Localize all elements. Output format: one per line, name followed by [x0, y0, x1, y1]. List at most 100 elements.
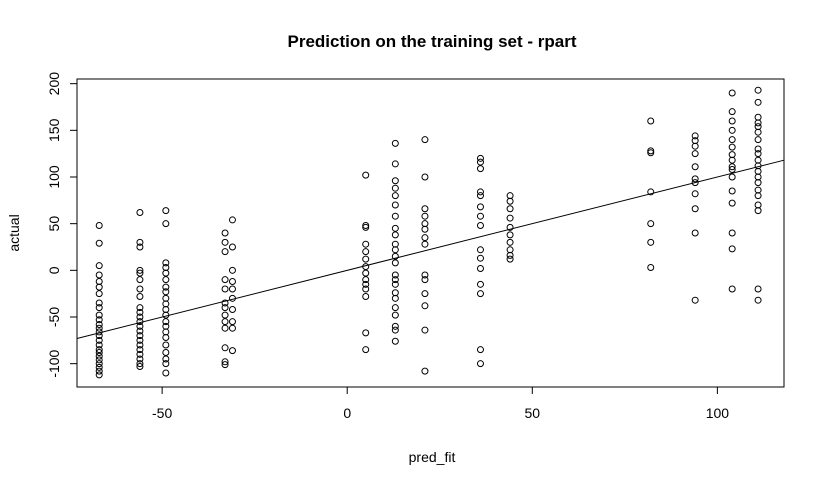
- data-point: [421, 326, 429, 334]
- data-point: [476, 254, 484, 262]
- data-point: [136, 243, 144, 251]
- data-point: [136, 313, 144, 321]
- data-point: [754, 98, 762, 106]
- data-point: [421, 302, 429, 310]
- data-point: [754, 285, 762, 293]
- data-point: [391, 276, 399, 284]
- data-point: [506, 205, 514, 213]
- data-point: [221, 229, 229, 237]
- data-point: [728, 229, 736, 237]
- data-point: [476, 154, 484, 162]
- data-point: [476, 165, 484, 173]
- data-point: [362, 248, 370, 256]
- data-point: [421, 240, 429, 248]
- x-tick-label: 0: [343, 405, 351, 421]
- chart-title: Prediction on the training set - rpart: [287, 32, 576, 51]
- data-points: [95, 86, 762, 379]
- data-point: [421, 271, 429, 279]
- y-axis-label: actual: [6, 214, 22, 251]
- data-point: [421, 205, 429, 213]
- plot-frame: [76, 78, 785, 388]
- data-point: [691, 175, 699, 183]
- data-point: [506, 223, 514, 231]
- data-point: [728, 245, 736, 253]
- data-point: [136, 355, 144, 363]
- data-point: [95, 371, 103, 379]
- data-point: [476, 192, 484, 200]
- data-point: [506, 251, 514, 259]
- data-point: [391, 280, 399, 288]
- data-point: [162, 318, 170, 326]
- data-point: [476, 360, 484, 368]
- data-point: [95, 363, 103, 371]
- data-point: [391, 337, 399, 345]
- data-point: [162, 360, 170, 368]
- data-point: [362, 269, 370, 277]
- data-point: [95, 271, 103, 279]
- data-point: [162, 341, 170, 349]
- data-point: [476, 222, 484, 230]
- data-point: [221, 248, 229, 256]
- data-point: [95, 341, 103, 349]
- data-point: [136, 327, 144, 335]
- data-point: [476, 264, 484, 272]
- data-point: [228, 324, 236, 332]
- data-point: [162, 311, 170, 319]
- data-point: [136, 346, 144, 354]
- data-point: [136, 318, 144, 326]
- data-point: [754, 128, 762, 136]
- data-point: [136, 336, 144, 344]
- data-point: [95, 316, 103, 324]
- data-point: [691, 229, 699, 237]
- data-point: [136, 362, 144, 370]
- data-point: [391, 139, 399, 147]
- data-point: [421, 173, 429, 181]
- data-point: [754, 119, 762, 127]
- data-point: [95, 299, 103, 307]
- data-point: [228, 243, 236, 251]
- data-point: [362, 263, 370, 271]
- data-point: [136, 276, 144, 284]
- data-point: [162, 288, 170, 296]
- data-point: [221, 344, 229, 352]
- data-point: [476, 188, 484, 196]
- data-point: [362, 292, 370, 300]
- data-point: [506, 255, 514, 263]
- data-point: [691, 132, 699, 140]
- y-tick-label: -50: [46, 307, 62, 327]
- data-point: [95, 304, 103, 312]
- data-point: [391, 304, 399, 312]
- data-point: [95, 283, 103, 291]
- data-point: [476, 346, 484, 354]
- data-point: [136, 308, 144, 316]
- data-point: [162, 259, 170, 267]
- y-tick-label: 100: [46, 165, 62, 189]
- data-point: [221, 299, 229, 307]
- data-point: [754, 207, 762, 215]
- data-point: [95, 332, 103, 340]
- data-point: [95, 348, 103, 356]
- data-point: [136, 341, 144, 349]
- data-point: [95, 222, 103, 230]
- reference-line: [76, 159, 785, 339]
- data-point: [476, 280, 484, 288]
- data-point: [691, 163, 699, 171]
- data-point: [691, 296, 699, 304]
- data-point: [647, 149, 655, 157]
- data-point: [162, 276, 170, 284]
- y-tick-label: 50: [46, 216, 62, 232]
- data-point: [647, 188, 655, 196]
- data-point: [754, 150, 762, 158]
- y-tick-label: 0: [46, 266, 62, 274]
- data-point: [421, 212, 429, 220]
- data-point: [95, 346, 103, 354]
- data-point: [221, 238, 229, 246]
- data-point: [362, 280, 370, 288]
- data-point: [754, 145, 762, 153]
- data-point: [136, 292, 144, 300]
- data-point: [362, 223, 370, 231]
- data-point: [647, 220, 655, 228]
- y-axis: -100 -50 0 50 100 150 200: [46, 72, 78, 378]
- data-point: [421, 367, 429, 375]
